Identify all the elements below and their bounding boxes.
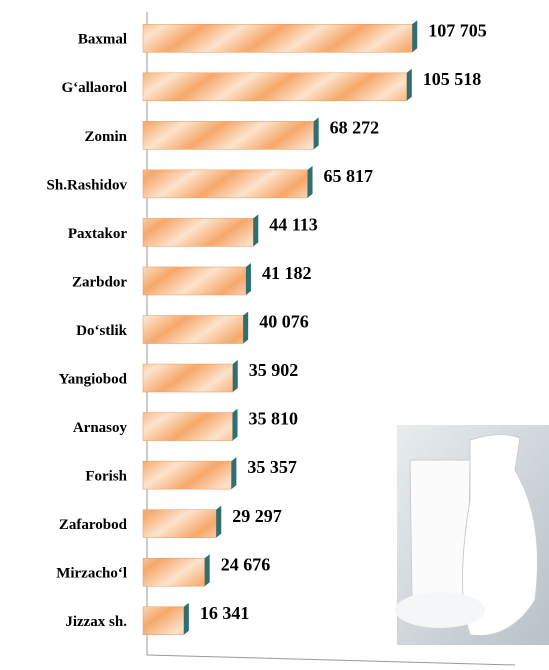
- category-label: Mirzacho‘l: [56, 566, 127, 582]
- value-label: 35 357: [247, 457, 297, 477]
- value-label: 68 272: [330, 117, 380, 137]
- bar: [142, 460, 232, 490]
- bar: [142, 557, 205, 587]
- milk-picture: [395, 425, 549, 645]
- bar: [142, 315, 244, 344]
- glass: [409, 459, 471, 608]
- bar: [142, 606, 185, 635]
- bar-end: [232, 360, 238, 393]
- bar-end: [406, 68, 412, 101]
- bar-end: [231, 457, 237, 490]
- cloth: [395, 592, 485, 628]
- bar: [142, 24, 413, 53]
- bar-end: [216, 505, 222, 538]
- bar-end: [253, 214, 259, 247]
- value-label: 29 297: [232, 506, 282, 526]
- bar-end: [232, 408, 238, 441]
- bar: [142, 218, 254, 247]
- category-label: Paxtakor: [68, 226, 128, 242]
- value-label: 107 705: [428, 20, 487, 40]
- category-label: G‘allaorol: [61, 80, 127, 96]
- value-label: 35 902: [249, 360, 299, 380]
- value-label: 41 182: [262, 263, 312, 283]
- category-label: Do‘stlik: [76, 323, 127, 339]
- value-label: 40 076: [259, 312, 309, 332]
- x-axis: [146, 654, 516, 666]
- bar-end: [183, 602, 189, 635]
- category-label: Forish: [85, 469, 127, 485]
- bar: [142, 266, 247, 296]
- bar-end: [307, 165, 313, 198]
- value-label: 65 817: [324, 166, 374, 186]
- category-label: Zafarobod: [59, 517, 128, 533]
- bar-end: [204, 554, 210, 587]
- bar-end: [243, 311, 249, 344]
- bar-end: [313, 117, 319, 150]
- value-label: 16 341: [200, 603, 250, 623]
- value-label: 24 676: [221, 554, 271, 574]
- value-label: 35 810: [249, 409, 299, 429]
- bar: [142, 509, 217, 538]
- bar: [142, 412, 233, 441]
- bar: [142, 169, 308, 199]
- bar-end: [245, 262, 251, 295]
- value-label: 105 518: [423, 69, 482, 89]
- jug: [462, 434, 538, 637]
- category-label: Zomin: [84, 129, 127, 145]
- category-label: Arnasoy: [73, 420, 128, 436]
- category-label: Sh.Rashidov: [47, 177, 128, 193]
- bar: [142, 72, 408, 102]
- category-label: Jizzax sh.: [65, 614, 127, 630]
- category-label: Baxmal: [78, 32, 127, 48]
- bar: [142, 121, 314, 150]
- value-label: 44 113: [269, 215, 318, 235]
- bar: [142, 363, 234, 393]
- category-label: Zarbdor: [72, 274, 127, 290]
- bar-end: [412, 20, 418, 53]
- category-label: Yangiobod: [59, 371, 128, 387]
